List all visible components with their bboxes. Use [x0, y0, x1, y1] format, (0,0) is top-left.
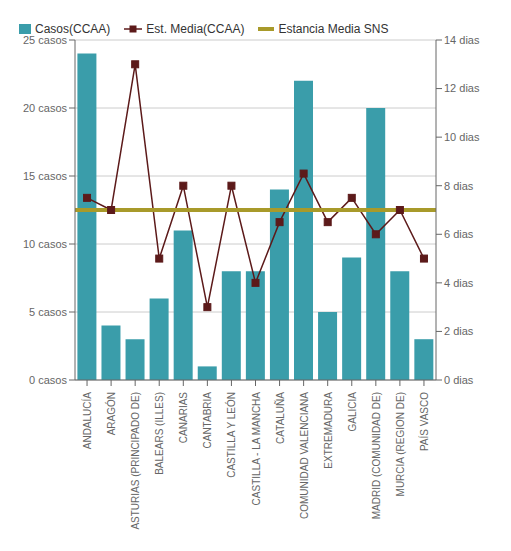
svg-text:12 dias: 12 dias — [444, 82, 480, 94]
svg-text:ARAGÓN: ARAGÓN — [105, 392, 117, 435]
svg-text:PAÍS VASCO: PAÍS VASCO — [418, 392, 430, 451]
svg-text:GALICIA: GALICIA — [347, 392, 358, 432]
svg-text:ANDALUCÍA: ANDALUCÍA — [81, 392, 93, 450]
svg-text:MADRID (COMUNIDAD DE): MADRID (COMUNIDAD DE) — [371, 392, 382, 519]
svg-text:8 dias: 8 dias — [444, 180, 474, 192]
svg-text:COMUNIDAD VALENCIANA: COMUNIDAD VALENCIANA — [299, 392, 310, 519]
svg-text:CANTABRIA: CANTABRIA — [202, 392, 213, 449]
svg-text:20 casos: 20 casos — [23, 102, 68, 114]
svg-text:CASTILLA - LA MANCHA: CASTILLA - LA MANCHA — [251, 392, 262, 506]
svg-text:10 casos: 10 casos — [23, 238, 68, 250]
svg-text:0 casos: 0 casos — [29, 374, 67, 386]
html-text:Est. Media(CCAA): Est. Media(CCAA) — [146, 22, 245, 36]
svg-text:CASTILLA Y LEÓN: CASTILLA Y LEÓN — [225, 392, 237, 478]
svg-text:0 dias: 0 dias — [444, 374, 474, 386]
html-text:Casos(CCAA): Casos(CCAA) — [35, 22, 111, 36]
svg-text:4 dias: 4 dias — [444, 277, 474, 289]
svg-text:10 dias: 10 dias — [444, 131, 480, 143]
svg-text:15 casos: 15 casos — [23, 170, 68, 182]
svg-text:6 dias: 6 dias — [444, 228, 474, 240]
html-text:Estancia Media SNS: Estancia Media SNS — [278, 22, 389, 36]
svg-text:2 dias: 2 dias — [444, 325, 474, 337]
svg-text:25 casos: 25 casos — [23, 34, 68, 46]
svg-text:5 casos: 5 casos — [29, 306, 67, 318]
svg-text:CATALUÑA: CATALUÑA — [274, 392, 286, 444]
svg-text:BALEARS (ILLES): BALEARS (ILLES) — [154, 392, 165, 475]
svg-text:MURCIA (REGION DE): MURCIA (REGION DE) — [395, 392, 406, 496]
svg-text:ASTURIAS (PRINCIPADO DE): ASTURIAS (PRINCIPADO DE) — [130, 392, 141, 530]
svg-text:CANARIAS: CANARIAS — [178, 392, 189, 443]
svg-text:14 dias: 14 dias — [444, 34, 480, 46]
svg-text:EXTREMADURA: EXTREMADURA — [323, 392, 334, 469]
